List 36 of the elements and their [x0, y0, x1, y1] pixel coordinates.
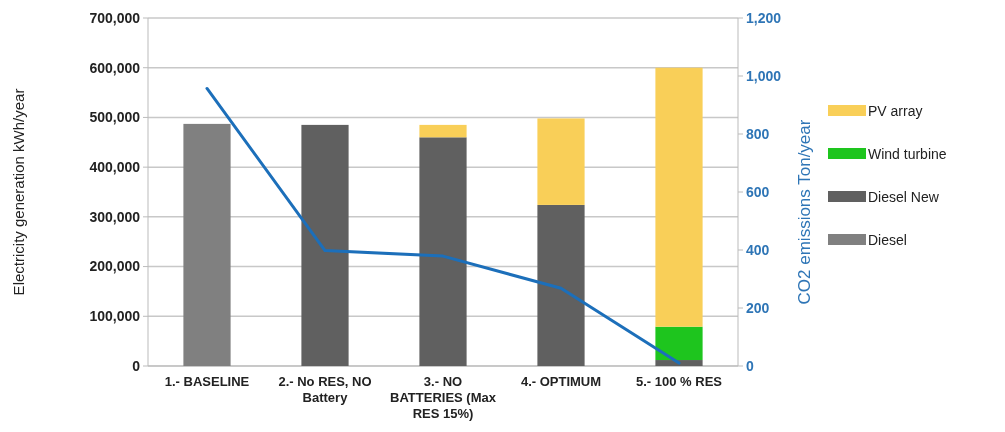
- bar: [537, 118, 585, 205]
- legend-label: Diesel: [868, 231, 907, 248]
- y2-tick-label: 1,000: [746, 67, 782, 84]
- y2-axis-title: CO2 emissions Ton/year: [795, 119, 814, 305]
- y2-tick-label: 200: [746, 299, 770, 316]
- y-axis-title: Electricity generation kWh/year: [10, 88, 27, 296]
- bar: [655, 360, 703, 366]
- y-tick-label: 100,000: [89, 308, 141, 325]
- y2-tick-label: 600: [746, 183, 770, 200]
- y-tick-label: 400,000: [89, 159, 141, 176]
- x-tick-label: 5.- 100 % RES: [636, 374, 723, 389]
- bar: [419, 124, 467, 138]
- x-tick-label: 4.- OPTIMUM: [520, 374, 602, 389]
- y-tick-label: 0: [132, 357, 141, 374]
- y-tick-label: 600,000: [89, 59, 141, 76]
- y2-tick-label: 0: [746, 357, 754, 374]
- bar: [655, 326, 703, 361]
- bar: [537, 204, 585, 366]
- bar: [419, 137, 467, 366]
- y-tick-label: 500,000: [89, 109, 141, 126]
- legend-label: Diesel New: [868, 188, 940, 205]
- bar: [301, 124, 349, 366]
- line-series: [205, 86, 681, 365]
- y2-tick-label: 800: [746, 125, 770, 142]
- y2-tick-label: 400: [746, 241, 770, 258]
- legend-label: Wind turbine: [868, 145, 947, 162]
- y2-tick-label: 1,200: [746, 9, 782, 26]
- y-tick-label: 200,000: [89, 258, 141, 275]
- x-tick-label: 1.- BASELINE: [164, 374, 250, 389]
- x-tick-label: 3.- NO BATTERIES (Max RES 15%): [390, 374, 497, 421]
- legend-label: PV array: [868, 102, 923, 119]
- y-tick-label: 700,000: [89, 9, 141, 26]
- bar: [183, 123, 231, 366]
- x-tick-label: 2.- No RES, NO Battery: [278, 374, 372, 405]
- y-tick-label: 300,000: [89, 208, 141, 225]
- bar: [655, 67, 703, 327]
